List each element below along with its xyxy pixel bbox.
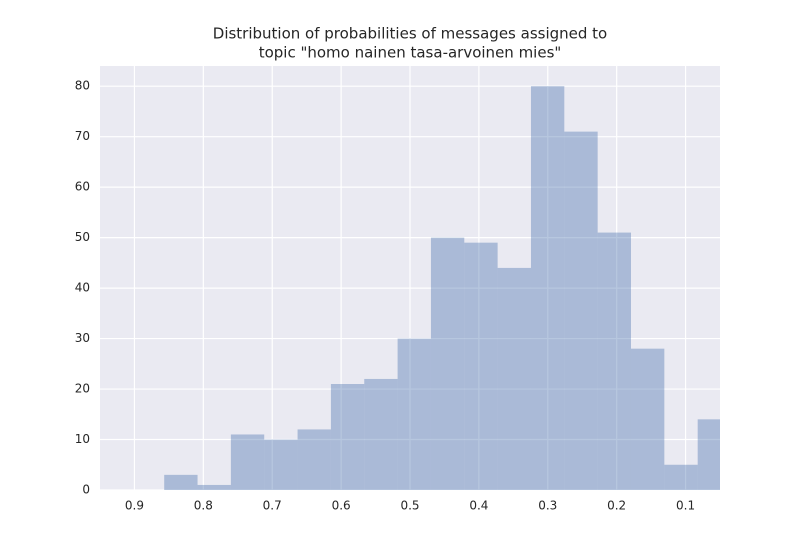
y-tick-label: 50 [75,230,90,244]
bar [264,439,298,490]
bar [464,242,498,490]
y-tick-label: 80 [75,79,90,93]
bar [364,378,398,490]
chart-title: topic "homo nainen tasa-arvoinen mies" [259,44,562,62]
x-tick-label: 0.5 [400,499,419,513]
bar [297,429,331,490]
bar [397,338,431,490]
y-tick-label: 70 [75,129,90,143]
bar [664,464,698,490]
x-tick-label: 0.3 [538,499,557,513]
bar [530,86,565,490]
x-tick-label: 0.8 [194,499,213,513]
grid [100,66,720,491]
bar [630,348,665,490]
bar [564,131,598,490]
bar [697,419,720,490]
chart-title: Distribution of probabilities of message… [213,25,607,43]
x-tick-label: 0.6 [332,499,351,513]
y-tick-label: 10 [75,432,90,446]
bar [330,384,365,490]
bar [597,232,631,490]
bars [164,86,720,490]
x-tick-label: 0.1 [676,499,695,513]
y-tick-label: 30 [75,331,90,345]
bar [164,474,198,490]
x-tick-label: 0.4 [469,499,488,513]
bar [230,434,265,490]
x-tick-label: 0.2 [607,499,626,513]
y-tick-label: 20 [75,382,90,396]
y-tick-label: 0 [82,483,90,497]
y-tick-label: 40 [75,281,90,295]
tick-labels: 0 10 20 30 40 50 60 70 80 0.9 0.8 0.7 0.6 0.5 0.4 0.3 0.… [75,79,695,513]
y-tick-label: 60 [75,180,90,194]
x-tick-label: 0.7 [263,499,282,513]
bar [497,267,531,490]
bar [430,237,465,490]
bar [197,484,231,490]
x-tick-label: 0.9 [125,499,144,513]
